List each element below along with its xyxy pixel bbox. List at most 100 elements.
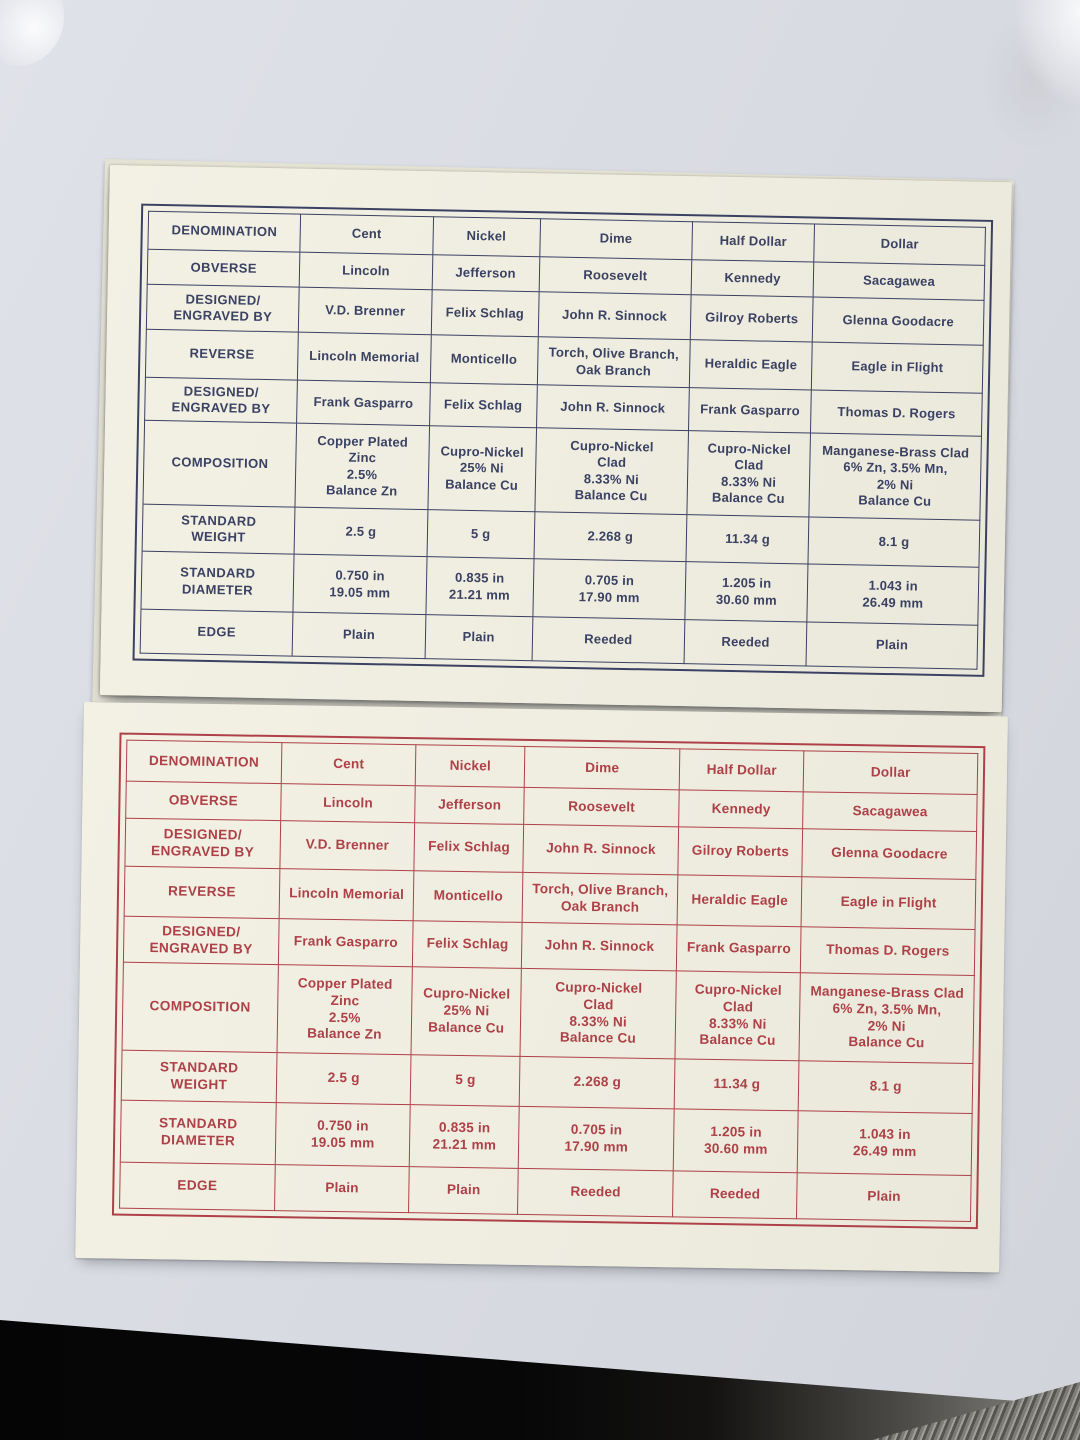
row-label: STANDARD DIAMETER: [140, 551, 295, 613]
cell: 11.34 g: [686, 514, 810, 564]
cell: Copper Plated Zinc 2.5% Balance Zn: [276, 964, 413, 1055]
cell: Cent: [300, 214, 434, 255]
cell: Roosevelt: [523, 787, 680, 827]
cell: Reeded: [531, 616, 685, 664]
cell: Sacagawea: [813, 262, 985, 301]
row-label: DENOMINATION: [147, 211, 301, 253]
cell: Cupro-Nickel 25% Ni Balance Cu: [427, 425, 537, 512]
cell: 0.705 in 17.90 mm: [518, 1106, 675, 1171]
cell: 0.750 in 19.05 mm: [293, 554, 427, 615]
cell: 11.34 g: [674, 1058, 800, 1111]
cell: Jefferson: [431, 254, 540, 292]
cell: Dime: [524, 746, 680, 790]
cell: Lincoln Memorial: [278, 868, 415, 921]
cell: Eagle in Flight: [801, 876, 976, 930]
cell: Reeded: [517, 1168, 674, 1217]
coin-spec-table: DENOMINATION Cent Nickel Dime Half Dollar Dol…: [119, 740, 978, 1222]
table-row: COMPOSITION Copper Plated Zinc 2.5% Balan…: [122, 962, 975, 1064]
cell: Plain: [408, 1166, 519, 1215]
cell: 0.835 in 21.21 mm: [409, 1104, 520, 1169]
coin-spec-table: DENOMINATION Cent Nickel Dime Half Dollar Dol…: [140, 211, 986, 670]
glass-object-top-left: [0, 0, 64, 66]
cell: Manganese-Brass Clad 6% Zn, 3.5% Mn, 2% …: [809, 433, 982, 521]
cell: Frank Gasparro: [296, 380, 430, 426]
cell: Sacagawea: [802, 791, 978, 832]
cell: John R. Sinnock: [537, 291, 692, 340]
cell: 1.043 in 26.49 mm: [807, 563, 979, 626]
cell: Frank Gasparro: [278, 918, 414, 967]
cell: John R. Sinnock: [536, 384, 690, 431]
cell: Cupro-Nickel Clad 8.33% Ni Balance Cu: [686, 430, 811, 517]
cell: Plain: [796, 1172, 972, 1222]
cell: 2.5 g: [294, 507, 428, 557]
cell: Monticello: [429, 334, 538, 385]
cell: John R. Sinnock: [523, 824, 679, 875]
table-row: COMPOSITION Copper Plated Zinc 2.5% Balan…: [142, 420, 982, 521]
cell: 5 g: [426, 509, 535, 559]
cell: 1.043 in 26.49 mm: [797, 1110, 973, 1176]
row-label: REVERSE: [124, 866, 280, 919]
cell: Lincoln: [280, 783, 416, 823]
cell: 2.268 g: [519, 1056, 676, 1109]
cell: Glenna Goodacre: [812, 297, 985, 346]
cell: Kennedy: [678, 789, 804, 829]
row-label: DENOMINATION: [126, 740, 282, 784]
cell: Thomas D. Rogers: [810, 390, 983, 437]
cell: Frank Gasparro: [676, 924, 802, 973]
cell: 0.705 in 17.90 mm: [532, 558, 687, 620]
cell: 0.750 in 19.05 mm: [275, 1102, 411, 1167]
cell: Reeded: [672, 1170, 798, 1219]
cell: Felix Schlag: [412, 920, 523, 969]
cell: Felix Schlag: [429, 382, 538, 428]
cell: Dollar: [813, 224, 986, 266]
cell: Plain: [424, 614, 533, 661]
row-label: DESIGNED/ ENGRAVED BY: [146, 284, 300, 333]
cell: 1.205 in 30.60 mm: [673, 1108, 799, 1173]
cell: Torch, Olive Branch, Oak Branch: [522, 872, 678, 925]
row-label: STANDARD DIAMETER: [120, 1100, 277, 1165]
row-label: STANDARD WEIGHT: [121, 1050, 277, 1103]
cell: Monticello: [413, 870, 524, 923]
cell: Copper Plated Zinc 2.5% Balance Zn: [295, 423, 430, 510]
cell: Plain: [274, 1164, 410, 1213]
cell: Eagle in Flight: [811, 342, 984, 394]
row-label: EDGE: [119, 1162, 276, 1211]
cell: Plain: [806, 621, 978, 670]
red-coin-spec-card: DENOMINATION Cent Nickel Dime Half Dollar Dol…: [75, 702, 1008, 1273]
cell: 2.5 g: [276, 1052, 412, 1105]
cell: Heraldic Eagle: [689, 339, 813, 391]
cell: 5 g: [410, 1054, 521, 1107]
table-outer-frame: DENOMINATION Cent Nickel Dime Half Dollar Dol…: [111, 732, 986, 1230]
blue-coin-spec-card: DENOMINATION Cent Nickel Dime Half Dollar Dol…: [99, 165, 1012, 713]
row-label: OBVERSE: [125, 781, 282, 821]
cell: Half Dollar: [691, 221, 815, 263]
table-outer-frame: DENOMINATION Cent Nickel Dime Half Dollar Dol…: [132, 203, 994, 677]
cell: John R. Sinnock: [521, 922, 678, 971]
cell: Lincoln: [299, 252, 433, 290]
cell: Torch, Olive Branch, Oak Branch: [537, 336, 691, 388]
cell: Half Dollar: [679, 748, 805, 792]
row-label: DESIGNED/ ENGRAVED BY: [144, 377, 298, 424]
cell: Cupro-Nickel Clad 8.33% Ni Balance Cu: [534, 427, 689, 515]
cell: 0.835 in 21.21 mm: [425, 556, 534, 617]
cell: Dime: [539, 218, 693, 260]
cell: Cupro-Nickel Clad 8.33% Ni Balance Cu: [675, 970, 801, 1061]
row-label: OBVERSE: [147, 249, 301, 288]
cell: Frank Gasparro: [688, 387, 812, 434]
cell: Dollar: [803, 750, 978, 795]
row-label: EDGE: [140, 609, 294, 657]
cell: 2.268 g: [533, 511, 687, 562]
row-label: COMPOSITION: [122, 962, 279, 1053]
cell: Gilroy Roberts: [690, 294, 814, 343]
cell: Cupro-Nickel 25% Ni Balance Cu: [411, 966, 522, 1057]
cell: 8.1 g: [798, 1060, 973, 1114]
cell: Glenna Goodacre: [802, 828, 977, 880]
cell: Lincoln Memorial: [297, 332, 431, 383]
cell: 8.1 g: [808, 516, 980, 568]
row-label: STANDARD WEIGHT: [142, 504, 296, 555]
cell: Jefferson: [414, 785, 525, 825]
cell: Cupro-Nickel Clad 8.33% Ni Balance Cu: [520, 968, 677, 1059]
row-label: COMPOSITION: [142, 420, 297, 508]
cell: Reeded: [684, 619, 808, 666]
